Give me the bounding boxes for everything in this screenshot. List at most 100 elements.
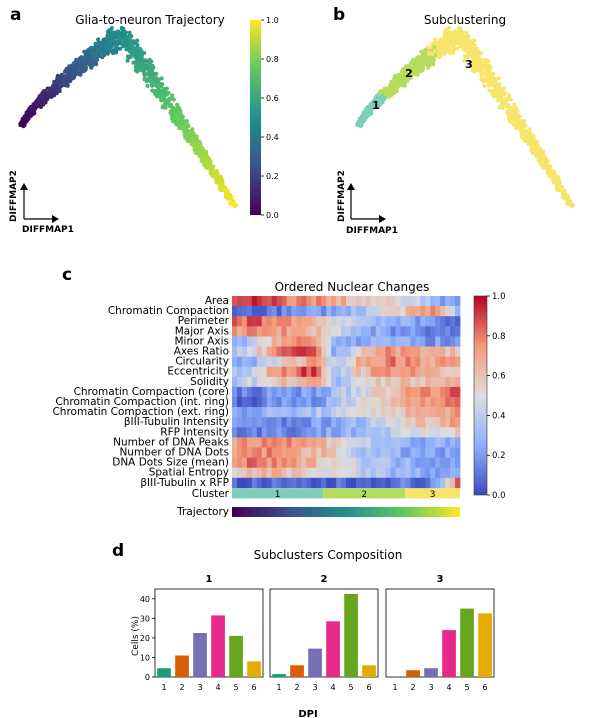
trajectory-point [207, 159, 212, 164]
subcluster-point [508, 109, 513, 114]
heatmap-cell [336, 397, 342, 408]
heatmap-cell [350, 407, 357, 418]
heatmap-cell [445, 316, 451, 327]
heatmap-cell [336, 336, 342, 347]
heatmap-cell [266, 397, 273, 408]
subcluster-point [478, 63, 483, 67]
heatmap-cell [246, 366, 253, 378]
heatmap-cell [251, 336, 258, 347]
panel-b: Subclustering 1 2 3 DIFFMAP2 DIFFMAP1 [337, 13, 576, 236]
heatmap-cell [236, 356, 243, 367]
trajectory-point [99, 50, 104, 55]
heatmap-cell [410, 376, 416, 388]
heatmap-colorbar-ticks: 0.0 0.2 0.4 0.6 0.8 1.0 [487, 292, 506, 501]
trajectory-point [194, 134, 199, 139]
heatmap-cell [232, 346, 238, 357]
heatmap-cell [455, 437, 461, 448]
heatmap-cell [375, 427, 382, 438]
heatmap-cell [236, 376, 243, 388]
heatmap-cell [321, 467, 327, 479]
heatmap-cell [380, 437, 387, 448]
diffmap-axes-arrow-b [350, 186, 383, 220]
heatmap-cell [232, 316, 238, 327]
heatmap-cell [435, 336, 441, 347]
heatmap-cell [276, 296, 282, 307]
heatmap-cell [420, 407, 426, 418]
heatmap-cell [435, 356, 441, 367]
subcluster-point [489, 90, 494, 95]
heatmap-cell [256, 386, 263, 398]
heatmap-cell [251, 417, 258, 428]
heatmap-cell [445, 467, 451, 479]
panel-letter-a: a [10, 5, 21, 25]
heatmap-cell [271, 467, 278, 479]
heatmap-cell [241, 407, 248, 418]
heatmap-cell [296, 376, 302, 388]
colorbar-tick-label: 0.4 [266, 133, 279, 142]
heatmap-cell [266, 467, 273, 479]
heatmap-cell [266, 427, 273, 438]
heatmap-cell [395, 306, 401, 317]
heatmap-cell [326, 457, 332, 468]
trajectory-point [225, 188, 230, 193]
trajectory-point [185, 128, 190, 133]
heatmap-cell [385, 366, 392, 378]
heatmap-cell [415, 417, 421, 428]
heatmap-cell [350, 417, 357, 428]
heatmap-cell [365, 336, 372, 347]
subcluster-point [467, 49, 472, 54]
heatmap-cell [301, 296, 307, 307]
heatmap-cell [425, 397, 431, 408]
heatmap-cell [331, 316, 337, 327]
heatmap-cell [321, 366, 327, 378]
heatmap-cell [232, 417, 238, 428]
heatmap-cell [450, 356, 456, 367]
heatmap-cell [430, 336, 436, 347]
heatmap-cell [350, 386, 357, 398]
heatmap-cell [415, 427, 421, 438]
heatmap-cell [251, 467, 258, 479]
subcluster-point [504, 96, 508, 101]
heatmap-cell [400, 336, 406, 347]
heatmap-row-label: Chromatin Compaction (ext. ring) [52, 406, 229, 418]
heatmap-cell [355, 417, 362, 428]
subcluster-point [453, 40, 458, 45]
heatmap-cell [306, 447, 312, 458]
heatmap-cell [311, 386, 317, 398]
heatmap-cell [445, 417, 451, 428]
trajectory-point [133, 46, 138, 51]
heatmap-cell [360, 326, 367, 337]
subcluster-point [380, 97, 385, 102]
cluster-3-label: 3 [465, 58, 473, 71]
heatmap-cell [346, 306, 352, 317]
heatmap-cell [271, 457, 278, 468]
heatmap-cell [316, 417, 322, 428]
trajectory-point [206, 164, 211, 168]
heatmap-cell [291, 437, 297, 448]
heatmap-cell [281, 477, 287, 489]
heatmap-cell [321, 316, 327, 327]
heatmap-cell [380, 296, 387, 307]
heatmap-cell [435, 407, 441, 418]
heatmap-cell [266, 386, 273, 398]
heatmap-cell [311, 346, 317, 357]
subcluster-point [484, 60, 488, 65]
heatmap-cell [405, 477, 411, 489]
heatmap-cell [350, 366, 357, 378]
heatmap-cell [311, 336, 317, 347]
heatmap-cell [390, 437, 396, 448]
heatmap-cell [251, 437, 258, 448]
heatmap-cell [251, 457, 258, 468]
heatmap-cell [286, 477, 292, 489]
heatmap-cell [341, 397, 347, 408]
heatmap-cell [405, 397, 411, 408]
heatmap-cell [360, 467, 367, 479]
subcluster-point [535, 153, 540, 158]
subcluster-point [499, 104, 504, 109]
heatmap-cell [251, 296, 258, 307]
trajectory-point [120, 27, 125, 32]
heatmap-cell [286, 447, 292, 458]
heatmap-cell [321, 437, 327, 448]
heatmap-cell [346, 477, 352, 489]
heatmap-cell [355, 407, 362, 418]
